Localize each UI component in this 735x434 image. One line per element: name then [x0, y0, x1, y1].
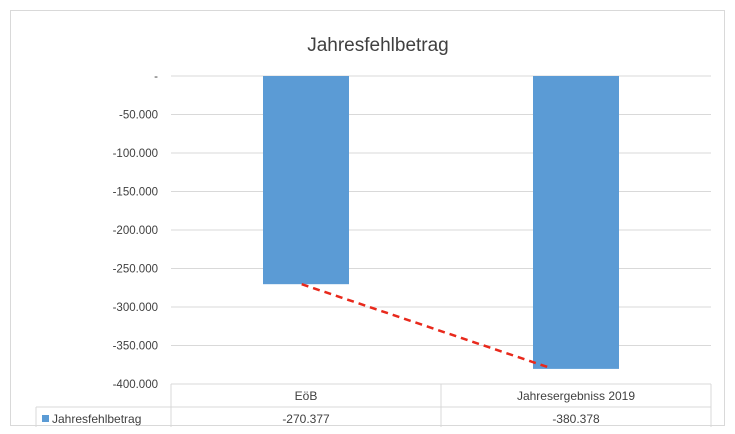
- legend-key: [42, 415, 49, 422]
- chart-svg: Jahresfehlbetrag - -50.000 -100.000 -150.00…: [35, 35, 712, 427]
- category-label: EöB: [295, 389, 318, 403]
- y-tick-label: -100.000: [113, 148, 158, 160]
- category-label: Jahresergebniss 2019: [517, 389, 635, 403]
- y-tick-label: -50.000: [119, 110, 158, 122]
- trend-line-layer: [301, 283, 551, 370]
- chart-frame: Jahresfehlbetrag - -50.000 -100.000 -150.00…: [10, 10, 725, 427]
- data-value-label: -380.378: [552, 412, 600, 426]
- data-value-label: -270.377: [282, 412, 330, 426]
- bar: [533, 76, 619, 369]
- y-tick-label: -300.000: [113, 302, 158, 314]
- y-tick-label: -250.000: [113, 264, 158, 276]
- bar: [263, 76, 349, 285]
- y-tick-label: -350.000: [113, 341, 158, 353]
- bars: [263, 76, 619, 369]
- chart-title: Jahresfehlbetrag: [307, 35, 449, 56]
- y-tick-label: -200.000: [113, 225, 158, 237]
- y-tick-label: -150.000: [113, 187, 158, 199]
- y-axis-ticks: - -50.000 -100.000 -150.000 -200.000 -250.000…: [113, 71, 159, 391]
- data-table: EöB Jahresergebniss 2019 Jahresfehlbetrag -…: [35, 383, 712, 427]
- y-tick-label: -: [154, 71, 158, 83]
- y-tick-label: -400.000: [113, 379, 158, 391]
- trend-line: [301, 283, 551, 370]
- series-name: Jahresfehlbetrag: [52, 412, 141, 426]
- gridlines: [171, 75, 711, 385]
